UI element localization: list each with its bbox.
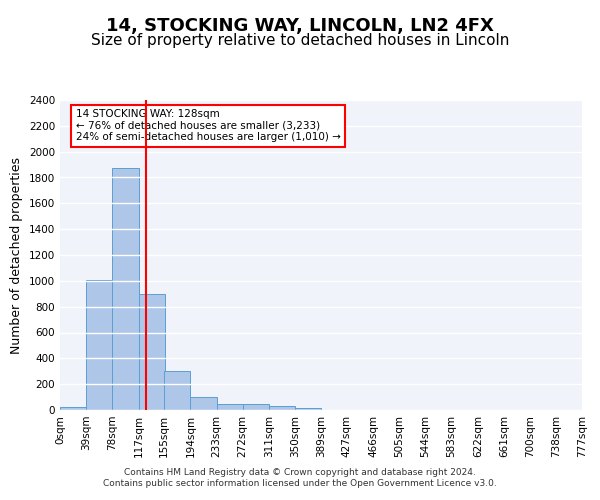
- Text: 14, STOCKING WAY, LINCOLN, LN2 4FX: 14, STOCKING WAY, LINCOLN, LN2 4FX: [106, 18, 494, 36]
- Y-axis label: Number of detached properties: Number of detached properties: [10, 156, 23, 354]
- Bar: [243, 404, 269, 410]
- Bar: [164, 370, 190, 410]
- Bar: [217, 404, 243, 410]
- Text: Contains HM Land Registry data © Crown copyright and database right 2024.
Contai: Contains HM Land Registry data © Crown c…: [103, 468, 497, 487]
- Bar: [139, 294, 165, 410]
- Bar: [60, 408, 86, 410]
- Text: Size of property relative to detached houses in Lincoln: Size of property relative to detached ho…: [91, 32, 509, 48]
- Bar: [295, 408, 322, 410]
- Bar: [112, 168, 139, 410]
- Bar: [86, 280, 112, 410]
- Text: 14 STOCKING WAY: 128sqm
← 76% of detached houses are smaller (3,233)
24% of semi: 14 STOCKING WAY: 128sqm ← 76% of detache…: [76, 110, 341, 142]
- Bar: [190, 397, 217, 410]
- Bar: [269, 406, 295, 410]
